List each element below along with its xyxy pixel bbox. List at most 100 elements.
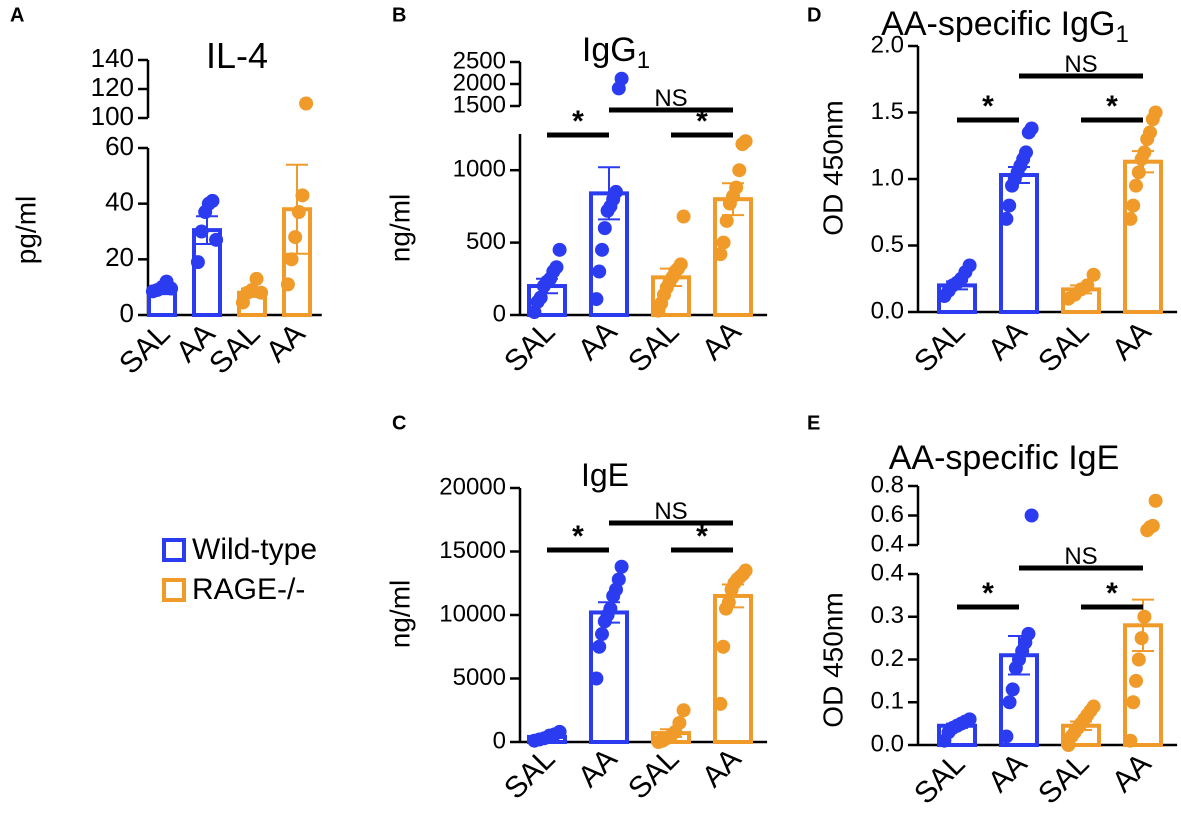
y-tick-label: 0	[120, 298, 134, 328]
data-point	[1143, 125, 1157, 140]
significance-label: *	[1106, 90, 1118, 123]
chart-title-subscript: 1	[1115, 21, 1128, 48]
y-axis-label: ng/ml	[384, 580, 415, 648]
data-point	[295, 188, 310, 203]
chart-title: IgG1	[582, 31, 650, 74]
y-tick-label: 0.0	[871, 297, 904, 324]
data-point	[1086, 699, 1101, 714]
significance-label: *	[696, 520, 708, 553]
data-point	[1019, 145, 1033, 160]
legend-label-rage-ko: RAGE-/-	[192, 573, 306, 606]
data-point	[738, 134, 753, 149]
data-point	[299, 96, 314, 111]
data-point	[1086, 267, 1101, 282]
y-tick-label: 1000	[453, 156, 506, 183]
panel-letter: E	[807, 412, 820, 434]
data-point	[614, 559, 629, 574]
data-point	[190, 255, 205, 270]
data-point	[1137, 145, 1152, 160]
data-point	[194, 224, 209, 239]
data-point	[609, 184, 623, 199]
y-tick-label: 0.4	[871, 530, 904, 557]
significance-label: *	[572, 520, 584, 553]
legend-swatch-wild-type	[162, 538, 186, 562]
data-point	[1145, 518, 1160, 533]
data-point	[962, 712, 977, 727]
data-point	[676, 209, 691, 224]
x-tick-label: SAL	[1032, 315, 1095, 378]
significance-label: *	[572, 105, 584, 138]
y-tick-label: 0.2	[871, 645, 904, 672]
data-point	[1002, 198, 1017, 213]
chart-title: IgE	[581, 457, 629, 493]
x-tick-label: AA	[982, 747, 1034, 799]
data-point	[288, 230, 303, 245]
data-point	[1137, 609, 1152, 624]
data-point	[732, 163, 747, 178]
y-tick-label: 1500	[453, 91, 506, 118]
data-point	[729, 180, 744, 195]
data-point	[1129, 673, 1143, 688]
data-point	[999, 729, 1014, 744]
data-point	[597, 221, 612, 236]
data-point	[589, 671, 604, 686]
significance-label: *	[1106, 577, 1118, 610]
y-tick-label: 0.3	[871, 602, 904, 629]
data-point	[592, 639, 607, 654]
y-tick-label: 15000	[439, 537, 506, 564]
data-point	[1080, 278, 1095, 293]
legend-label-wild-type: Wild-type	[192, 533, 318, 566]
x-tick-label: SAL	[622, 742, 685, 805]
chart-title: IL-4	[206, 35, 268, 76]
y-tick-label: 120	[91, 72, 134, 102]
data-point	[1123, 733, 1138, 748]
data-point	[1148, 105, 1163, 120]
data-point	[1126, 198, 1141, 213]
y-tick-label: 2.0	[871, 31, 904, 58]
data-point	[738, 563, 753, 578]
x-tick-label: AA	[1106, 747, 1158, 799]
legend: Wild-type RAGE-/-	[162, 530, 317, 610]
data-point	[1126, 695, 1141, 710]
y-tick-label: 2000	[453, 69, 506, 96]
data-point	[1131, 652, 1146, 667]
x-tick-label: AA	[696, 742, 748, 794]
panel-letter: A	[10, 4, 24, 26]
x-tick-label: SAL	[498, 315, 561, 378]
significance-label: NS	[1064, 543, 1097, 570]
data-point	[713, 696, 728, 711]
data-point	[962, 258, 977, 273]
chart-title-subscript: 1	[637, 47, 650, 74]
data-point	[164, 281, 179, 296]
panel-d: D AA-specific IgG1 OD 450nm 0.0 0.5 1.0 1.5 2.0…	[807, 4, 1178, 379]
data-point	[589, 292, 604, 307]
data-point	[1024, 121, 1039, 136]
data-point	[716, 639, 731, 654]
y-tick-label: 0	[493, 727, 506, 754]
y-axis-label: OD 450nm	[817, 100, 848, 235]
bar	[999, 173, 1039, 314]
bar	[713, 593, 753, 745]
data-point	[673, 257, 688, 272]
y-tick-label: 10000	[439, 600, 506, 627]
data-point	[614, 71, 629, 86]
x-tick-label: SAL	[908, 747, 971, 810]
data-point	[552, 724, 567, 739]
data-point	[291, 205, 306, 220]
legend-item-wild-type: Wild-type	[162, 530, 317, 570]
data-point	[284, 252, 299, 267]
data-point	[205, 193, 220, 208]
y-tick-label: 100	[91, 101, 134, 131]
y-tick-label: 2500	[453, 47, 506, 74]
data-point	[1021, 626, 1036, 641]
data-point	[1129, 178, 1143, 193]
y-axis-label: OD 450nm	[817, 592, 848, 727]
legend-swatch-rage-ko	[162, 578, 186, 602]
x-tick-label: AA	[1106, 315, 1158, 367]
data-point	[1148, 493, 1163, 508]
x-tick-label: AA	[572, 742, 624, 794]
y-tick-label: 60	[105, 131, 134, 161]
